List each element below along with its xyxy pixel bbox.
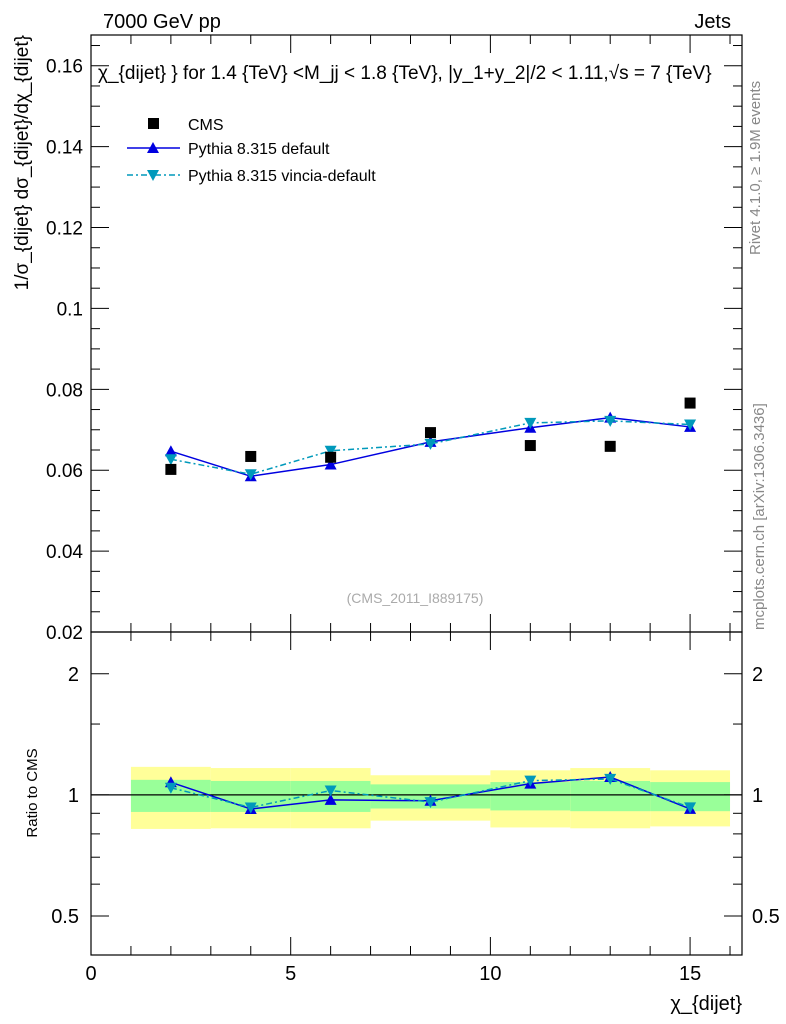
legend-label-vincia: Pythia 8.315 vincia-default (188, 168, 376, 185)
legend-marker-vincia (147, 170, 159, 181)
legend-label-default: Pythia 8.315 default (188, 141, 330, 158)
point-cms (524, 440, 536, 452)
point-cms (604, 440, 616, 452)
x-tick-label: 5 (285, 963, 296, 985)
y-tick-label: 0.14 (46, 138, 83, 159)
point-vincia (684, 419, 697, 431)
ratio-y-axis-label: Ratio to CMS (24, 748, 41, 837)
point-vincia (604, 415, 617, 427)
mcplots-label: mcplots.cern.ch [arXiv:1306.3436] (751, 403, 768, 630)
chart-title: χ_{dijet} } for 1.4 {TeV} <M_jj < 1.8 {T… (98, 63, 712, 84)
point-default (324, 458, 337, 470)
ratio-point-vincia (604, 773, 617, 785)
legend-marker-default (147, 142, 159, 153)
point-cms (165, 463, 177, 475)
point-vincia (324, 445, 337, 457)
point-vincia (244, 469, 257, 481)
rivet-label: Rivet 4.1.0, ≥ 1.9M events (747, 81, 764, 255)
point-vincia (424, 438, 437, 450)
point-cms (424, 427, 436, 439)
point-cms (684, 397, 696, 409)
ratio-point-vincia (684, 802, 697, 814)
x-tick-label: 15 (679, 963, 701, 985)
x-axis-label: χ_{dijet} (670, 993, 742, 1015)
legend: CMS Pythia 8.315 default Pythia 8.315 vi… (127, 117, 376, 185)
ratio-point-vincia (324, 785, 337, 797)
header-right: Jets (694, 11, 731, 33)
ratio-point-vincia (244, 802, 257, 814)
ratio-y-tick-label: 1 (752, 785, 763, 807)
ratio-point-vincia (424, 797, 437, 809)
x-tick-label: 0 (85, 963, 96, 985)
ratio-point-vincia (164, 782, 177, 794)
ratio-panel: 0 5 10 15 0.5 0.5 1 1 2 2 (51, 631, 780, 985)
y-tick-label: 0.08 (46, 380, 83, 401)
legend-marker-cms (148, 118, 159, 129)
y-tick-label: 0.1 (57, 299, 83, 320)
point-cms (245, 450, 257, 462)
ratio-point-vincia (524, 775, 537, 787)
ratio-y-tick-label: 2 (68, 664, 79, 686)
point-vincia (524, 417, 537, 429)
header-left: 7000 GeV pp (103, 11, 221, 33)
ratio-y-tick-label: 0.5 (752, 906, 780, 928)
point-cms (325, 451, 337, 463)
y-tick-label: 0.12 (46, 219, 83, 240)
watermark: (CMS_2011_I889175) (347, 590, 484, 606)
y-tick-label: 0.02 (46, 623, 83, 644)
ratio-y-tick-label: 1 (68, 785, 79, 807)
y-axis-label: 1/σ_{dijet} dσ_{dijet}/dχ_{dijet} (12, 35, 33, 290)
ratio-frame (90, 631, 743, 956)
ratio-y-tick-label: 0.5 (51, 906, 79, 928)
x-tick-label: 10 (479, 963, 501, 985)
ratio-point-default (324, 793, 337, 805)
y-tick-label: 0.04 (46, 542, 83, 563)
ratio-y-tick-label: 2 (752, 664, 763, 686)
y-tick-label: 0.06 (46, 461, 83, 482)
legend-label-cms: CMS (188, 117, 224, 134)
uncertainty-band-inner (570, 780, 651, 812)
main-panel: 0.02 0.04 0.06 0.08 0.1 0.12 0.14 0.16 (46, 34, 743, 644)
point-default (164, 445, 177, 457)
y-tick-label: 0.16 (46, 57, 83, 78)
point-vincia (164, 454, 177, 466)
